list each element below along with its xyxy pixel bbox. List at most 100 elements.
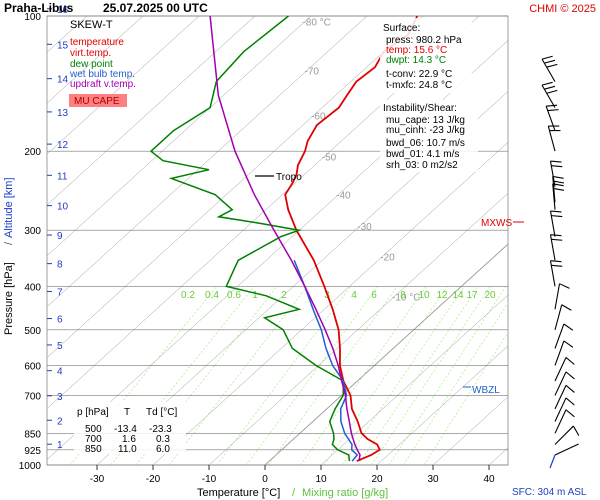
isotherm-label: -30 <box>357 222 372 233</box>
y-tick-label: 700 <box>24 391 41 402</box>
isotherm-line <box>208 192 508 465</box>
y-axis-divider: / <box>3 241 15 245</box>
bwd-01-value: bwd_01: 4.1 m/s <box>386 149 459 160</box>
wind-barb-shaft <box>554 323 565 349</box>
y-tick-label: 400 <box>24 282 41 293</box>
wind-barb-feather <box>544 85 556 90</box>
table-header-td: Td [°C] <box>146 407 177 418</box>
isotherm-layer: -80 °C -70 -60 -50 -40 -30 -20 -10 °C <box>47 16 600 465</box>
isotherm-line <box>545 16 600 465</box>
isotherm-line <box>96 91 508 465</box>
legend-dew-point: dew point <box>70 59 113 70</box>
mixing-ratio-label: 2 <box>281 290 287 301</box>
table-cell: 500 <box>85 424 102 435</box>
surface-temp: temp: 15.6 °C <box>386 45 447 56</box>
wind-barb-feather <box>559 283 570 289</box>
mixing-ratio-label: 8 <box>400 290 406 301</box>
wind-barb-shaft <box>547 125 556 152</box>
altitude-tick-label: 3 <box>57 392 63 403</box>
wind-barb-feather <box>547 109 559 112</box>
mxws-label: MXWS <box>481 218 512 229</box>
isotherm-line <box>47 16 424 359</box>
x-tick-label: 40 <box>483 474 495 485</box>
mixing-ratio-line <box>69 286 218 465</box>
legend-updraft: updraft v.temp. <box>70 79 136 90</box>
isotherm-line <box>47 16 312 257</box>
y-tick-label: 100 <box>24 12 41 23</box>
isotherm-line <box>376 345 508 465</box>
dew-point-line <box>149 16 351 462</box>
mixing-ratio-label: 0.2 <box>181 290 195 301</box>
table-cell: -23.3 <box>149 424 172 435</box>
x-tick-label: -30 <box>90 474 105 485</box>
mixing-ratio-line <box>403 302 508 465</box>
legend-title: SKEW-T <box>70 19 113 31</box>
wind-barb-feather <box>550 160 562 163</box>
wet-bulb-temp-line <box>293 260 359 462</box>
y-tick-label: 500 <box>24 326 41 337</box>
mixing-ratio-line <box>388 286 506 465</box>
mixing-ratio-line <box>216 286 352 465</box>
mixing-ratio-line <box>423 331 508 465</box>
wind-barb-feather <box>551 215 563 218</box>
wind-barb-shaft <box>552 176 556 203</box>
surface-tmxfc: t-mxfc: 24.8 °C <box>386 80 452 91</box>
y-tick-label: 1000 <box>19 461 42 472</box>
wind-barb-feather <box>565 397 575 406</box>
y-tick-label: 850 <box>24 429 41 440</box>
table-cell: 6.0 <box>156 444 170 455</box>
altitude-tick-label: 10 <box>57 202 69 213</box>
altitude-tick-label: 15 <box>57 40 69 51</box>
wind-barb-shaft <box>549 234 556 261</box>
wind-barb-feather <box>546 89 558 94</box>
wbzl-label: WBZL <box>472 385 500 396</box>
altitude-tick-label: 6 <box>57 315 63 326</box>
tropopause-label: Tropo <box>276 172 302 183</box>
table-cell: 850 <box>85 444 102 455</box>
wind-barb-feather <box>563 323 574 331</box>
isotherm-line <box>47 16 144 104</box>
wind-barb-shaft <box>549 210 556 237</box>
isotherm-line <box>47 16 368 308</box>
wind-barb-feather <box>565 371 575 380</box>
bwd-06-value: bwd_06: 10.7 m/s <box>386 138 465 149</box>
series-layer <box>149 16 419 462</box>
surface-wind-barb <box>549 454 556 469</box>
mixing-ratio-label: 0.6 <box>227 290 241 301</box>
wind-barb-feather <box>546 63 558 68</box>
wind-barb-feather <box>541 81 553 86</box>
wind-barb-feather <box>550 210 562 213</box>
wind-barb-shaft <box>552 183 556 210</box>
wind-barb-feather <box>551 264 563 267</box>
level-table: p [hPa] T Td [°C] 500 -13.4 -23.3 700 1.… <box>74 402 186 455</box>
mixing-ratio-label: 0.4 <box>205 290 219 301</box>
isotherm-line <box>320 294 508 465</box>
station-name: Praha-Libus <box>4 1 74 15</box>
legend: SKEW-T temperature virt.temp. dew point … <box>69 19 136 107</box>
y-tick-label: 600 <box>24 361 41 372</box>
mixing-ratio-label: 25 <box>508 290 520 301</box>
wind-barb-feather <box>544 59 556 64</box>
mixing-ratio-label: 14 <box>452 290 464 301</box>
x-axis-label-mixing: Mixing ratio [g/kg] <box>302 487 388 499</box>
isotherm-line <box>47 16 256 206</box>
wind-barb-shaft <box>554 385 567 410</box>
mixing-ratio-label: 12 <box>436 290 448 301</box>
wind-barb-shaft <box>554 340 565 366</box>
wind-barb-shaft <box>554 304 563 330</box>
instability-info: Instability/Shear: mu_cape: 13 J/kg mu_c… <box>380 100 478 172</box>
altitude-tick-label: 16 <box>57 5 69 16</box>
altitude-tick-label: 8 <box>57 260 63 271</box>
isotherm-label: -20 <box>380 252 395 263</box>
wind-barb-feather <box>551 165 563 168</box>
wind-barb-feather <box>551 238 563 241</box>
x-tick-label: 20 <box>371 474 383 485</box>
legend-virt-temp: virt.temp. <box>70 48 111 59</box>
x-tick-label: 0 <box>262 474 268 485</box>
wind-barb-feather <box>565 357 575 365</box>
wind-barb-shaft <box>554 357 567 382</box>
mu-cape-badge <box>69 94 127 107</box>
mu-cinh-value: mu_cinh: -23 J/kg <box>386 125 465 136</box>
altitude-tick-label: 7 <box>57 287 63 298</box>
